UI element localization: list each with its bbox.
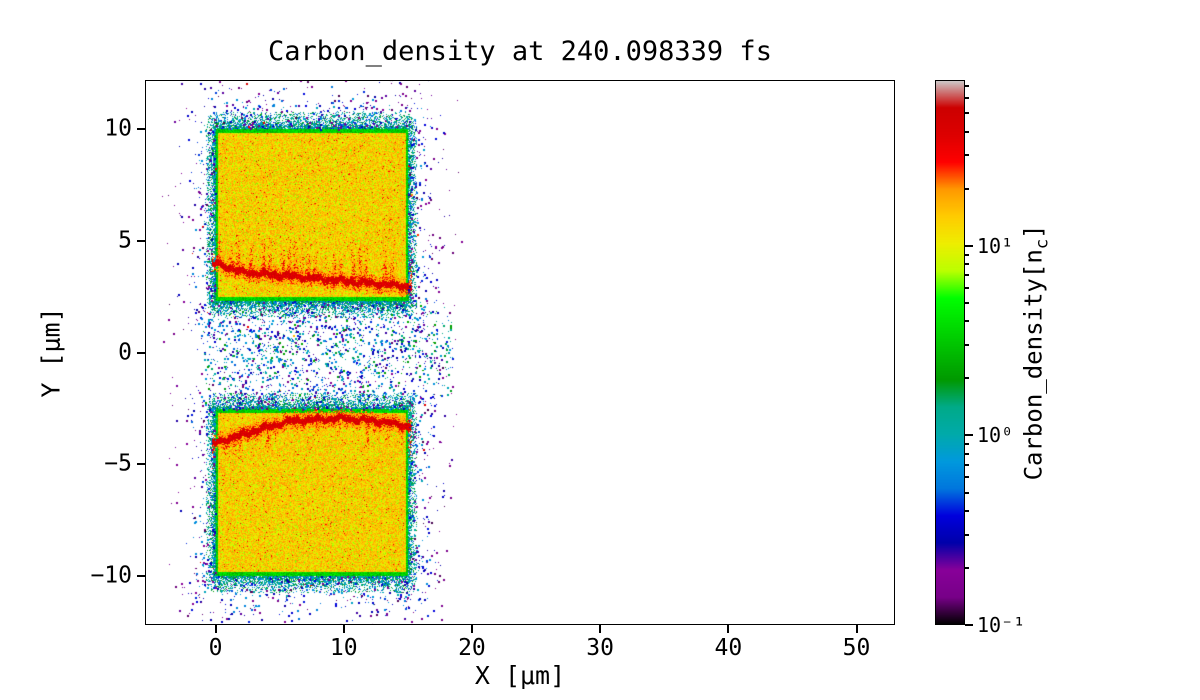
y-tick-mark xyxy=(137,463,145,466)
heatmap-canvas xyxy=(145,80,895,625)
x-tick-label: 40 xyxy=(714,635,743,661)
colorbar-minor-tick-mark xyxy=(965,443,969,446)
colorbar-tick-mark xyxy=(965,434,973,437)
colorbar-minor-tick-mark xyxy=(965,112,969,115)
colorbar-label-subscript: c xyxy=(1032,238,1053,250)
colorbar-minor-tick-mark xyxy=(965,253,969,256)
plot-area xyxy=(145,80,895,625)
colorbar-tick-label: 10¹ xyxy=(977,233,1014,258)
x-tick-mark xyxy=(599,625,602,633)
x-tick-mark xyxy=(855,625,858,633)
y-tick-label: 10 xyxy=(104,115,132,142)
colorbar-minor-tick-mark xyxy=(965,274,969,277)
colorbar-gradient-canvas xyxy=(935,80,965,625)
colorbar-minor-tick-mark xyxy=(965,84,969,87)
colorbar-minor-tick-mark xyxy=(965,301,969,304)
colorbar-minor-tick-mark xyxy=(965,566,969,569)
colorbar-minor-tick-mark xyxy=(965,343,969,346)
x-tick-mark xyxy=(727,625,730,633)
x-tick-label: 30 xyxy=(586,635,614,661)
colorbar-minor-tick-mark xyxy=(965,452,969,455)
y-tick-mark xyxy=(137,128,145,131)
colorbar-label: Carbon_density[nc] xyxy=(1008,80,1064,625)
colorbar-minor-tick-mark xyxy=(965,130,969,133)
y-tick-mark xyxy=(137,574,145,577)
y-tick-label: −5 xyxy=(104,450,132,477)
colorbar-minor-tick-mark xyxy=(965,97,969,100)
colorbar-label-main: Carbon_density[n xyxy=(1019,249,1048,481)
x-tick-label: 0 xyxy=(208,635,223,661)
colorbar-minor-tick-mark xyxy=(965,509,969,512)
colorbar-tick-mark xyxy=(965,244,973,247)
x-tick-mark xyxy=(214,625,217,633)
colorbar-minor-tick-mark xyxy=(965,377,969,380)
colorbar-minor-tick-mark xyxy=(965,533,969,536)
y-tick-label: 0 xyxy=(118,339,132,365)
colorbar-minor-tick-mark xyxy=(965,187,969,190)
colorbar-minor-tick-mark xyxy=(965,491,969,494)
colorbar-tick-label: 10⁻¹ xyxy=(977,613,1026,637)
colorbar-minor-tick-mark xyxy=(965,263,969,266)
colorbar-tick-label: 10⁰ xyxy=(977,423,1014,448)
y-tick-mark xyxy=(137,239,145,242)
colorbar-minor-tick-mark xyxy=(965,463,969,466)
colorbar-label-text: Carbon_density[nc] xyxy=(1020,224,1053,480)
x-tick-label: 10 xyxy=(329,635,358,661)
x-tick-label: 20 xyxy=(458,635,486,661)
colorbar-minor-tick-mark xyxy=(965,320,969,323)
x-tick-mark xyxy=(342,625,345,633)
y-tick-label: −10 xyxy=(90,562,132,589)
x-tick-label: 50 xyxy=(842,635,871,661)
colorbar-minor-tick-mark xyxy=(965,476,969,479)
x-axis-label: X [μm] xyxy=(474,661,566,690)
colorbar-label-close: ] xyxy=(1019,224,1048,239)
colorbar-tick-mark xyxy=(965,624,973,626)
colorbar xyxy=(935,80,965,625)
colorbar-minor-tick-mark xyxy=(965,154,969,157)
colorbar-minor-tick-mark xyxy=(965,286,969,289)
y-tick-label: 5 xyxy=(118,227,132,254)
chart-title: Carbon_density at 240.098339 fs xyxy=(268,36,772,67)
y-tick-mark xyxy=(137,351,145,354)
x-tick-mark xyxy=(470,625,473,633)
